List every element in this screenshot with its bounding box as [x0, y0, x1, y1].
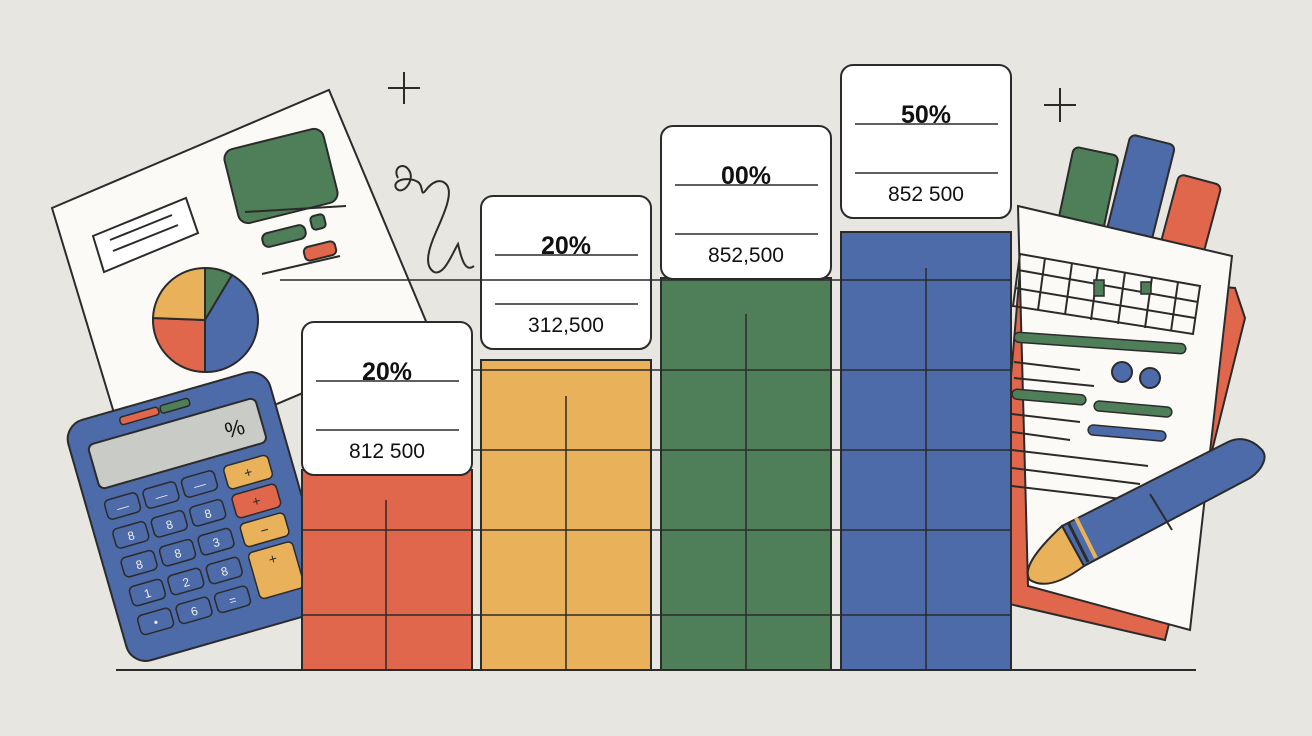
- clipboard-dot: [1111, 361, 1133, 383]
- svg-text:8: 8: [173, 546, 184, 561]
- svg-text:8: 8: [164, 517, 175, 532]
- bar-group: 20% 812 500 20% 312,500 00% 852,500 50% 852 500: [301, 64, 1012, 671]
- scribble: [394, 165, 475, 274]
- calculator-key: [197, 527, 235, 556]
- bar-amount-label: 812 500: [349, 440, 425, 463]
- svg-text:8: 8: [134, 557, 145, 572]
- bar-percent-label: 20%: [362, 358, 412, 386]
- svg-text:8: 8: [126, 528, 137, 543]
- report-green-dot: [309, 213, 327, 231]
- svg-text:—: —: [192, 477, 207, 494]
- clipboard-green-bar: [1011, 388, 1087, 406]
- svg-text:8: 8: [219, 564, 230, 579]
- calculator-operator-key: [247, 541, 305, 600]
- svg-text:=: =: [227, 593, 238, 608]
- calculator-key: [120, 549, 158, 578]
- calculator-key: [205, 556, 243, 585]
- svg-text:1: 1: [142, 586, 153, 601]
- report-green-block: [223, 127, 339, 225]
- calculator-operator-key: [231, 483, 282, 519]
- calculator-display: [87, 397, 267, 490]
- calculator-key: [180, 470, 219, 498]
- calculator-key: [158, 538, 197, 567]
- calculator-key: [136, 607, 175, 636]
- svg-text:6: 6: [189, 604, 200, 619]
- calculator-operator-key: [239, 512, 290, 548]
- bar-column: 00% 852,500: [660, 125, 832, 671]
- calculator-key: [103, 492, 142, 520]
- bar-column: 50% 852 500: [840, 64, 1012, 671]
- svg-text:—: —: [115, 499, 130, 516]
- bar-column: 20% 812 500: [301, 321, 473, 671]
- clipboard-dot: [1139, 367, 1161, 389]
- calculator-key: [112, 521, 150, 549]
- calculator-key: [167, 567, 205, 596]
- calculator-key: [175, 596, 213, 625]
- calculator-key: [213, 585, 252, 614]
- svg-text:2: 2: [181, 575, 192, 590]
- clipboard-green-bar: [1013, 331, 1187, 355]
- calculator-key: [189, 498, 227, 527]
- bar-percent-label: 20%: [541, 232, 591, 260]
- calculator-operator-key: [223, 454, 274, 490]
- report-green-pill: [261, 224, 307, 248]
- svg-text:8: 8: [203, 506, 214, 521]
- bar-amount-label: 312,500: [528, 314, 604, 337]
- bar: [301, 469, 473, 671]
- report-text-box: [91, 196, 200, 274]
- report-red-pill: [302, 240, 338, 262]
- svg-text:—: —: [154, 488, 169, 505]
- sparkle-icon: [1044, 88, 1076, 122]
- bar-amount-label: 852 500: [888, 183, 964, 206]
- bar-column: 20% 312,500: [480, 195, 652, 671]
- svg-text:•: •: [152, 615, 160, 630]
- calculator-key: [128, 578, 167, 607]
- clipboard-green-bar: [1093, 400, 1173, 418]
- bar-percent-label: 00%: [721, 162, 771, 190]
- pen-icon: [1026, 438, 1266, 585]
- bar-label-card: [660, 125, 832, 280]
- guide-lines: [280, 279, 1010, 616]
- sparkle-icon: [388, 72, 420, 104]
- svg-text:3: 3: [211, 535, 222, 550]
- bar-amount-label: 852,500: [708, 244, 784, 267]
- bar-label-card: [301, 321, 473, 476]
- bar-label-card: [480, 195, 652, 350]
- pie-chart-icon: [151, 266, 259, 374]
- clipboard-blue-bar: [1087, 424, 1167, 442]
- bar-percent-label: 50%: [901, 101, 951, 129]
- calculator-key: [142, 481, 180, 509]
- calculator-key: [150, 510, 188, 538]
- bar-label-card: [840, 64, 1012, 219]
